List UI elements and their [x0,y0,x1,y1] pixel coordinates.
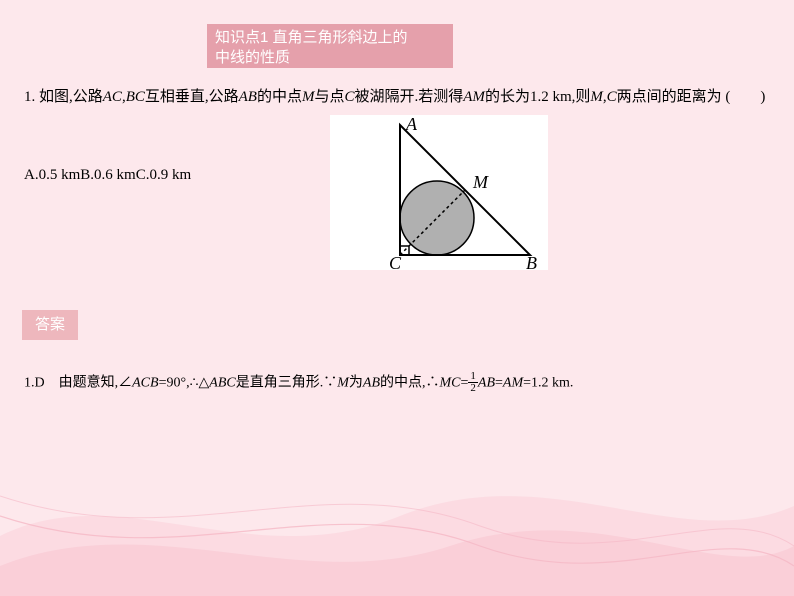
s-eq2: = [495,376,503,391]
topic-line2: 中线的性质 [215,49,290,66]
s-ab2: AB [478,376,495,391]
s-t3: 为 [349,376,363,391]
topic-box: 知识点1 直角三角形斜边上的 中线的性质 [207,24,453,68]
q-prefix: 1. 如图,公路 [24,89,103,105]
q-m: M [302,89,315,105]
q-m2: M [590,89,603,105]
q-am: AM [463,89,485,105]
s-mc: MC [440,376,461,391]
geometry-diagram: A M C B [330,115,548,270]
background-wave [0,396,794,596]
q-t4: 与点 [314,89,344,105]
q-t3: 的中点 [257,89,302,105]
option-c: C.0.9 km [136,167,191,183]
s-t4: 的中点,∴ [380,376,440,391]
q-ab: AB [239,89,257,105]
lake-circle [400,181,474,255]
s-p1: 1.D 由题意知,∠ [24,376,132,391]
q-c: C [344,89,354,105]
option-a: A.0.5 km [24,167,80,183]
solution-text: 1.D 由题意知,∠ACB=90°,∴△ABC是直角三角形.∵M为AB的中点,∴… [24,372,770,395]
q-t6: 的长为1.2 km,则 [485,89,590,105]
frac-den: 2 [468,383,478,394]
option-b: B.0.6 km [80,167,135,183]
fraction-half: 12 [468,371,478,394]
s-eq90: =90°,∴ [159,376,199,391]
q-ac: AC [103,89,122,105]
label-a: A [405,115,418,134]
s-abc: ABC [209,376,235,391]
q-t7: 两点间的距离为 ( ) [617,89,766,105]
label-c: C [389,253,402,270]
s-t2: 是直角三角形.∵ [236,376,338,391]
label-m: M [472,172,489,192]
s-m: M [337,376,349,391]
q-bc: BC [126,89,145,105]
s-tail: =1.2 km. [523,376,573,391]
q-t2: 互相垂直,公路 [145,89,239,105]
s-acb: ACB [132,376,158,391]
answer-label: 答案 [22,310,78,340]
label-b: B [526,253,537,270]
s-eq: = [461,376,469,391]
topic-line1: 知识点1 直角三角形斜边上的 [215,29,408,46]
s-am: AM [503,376,523,391]
s-tri: △ [198,376,209,391]
q-t5: 被湖隔开.若测得 [355,89,464,105]
question-text: 1. 如图,公路AC,BC互相垂直,公路AB的中点M与点C被湖隔开.若测得AM的… [24,82,770,112]
q-cc2: C [607,89,617,105]
s-ab: AB [363,376,380,391]
